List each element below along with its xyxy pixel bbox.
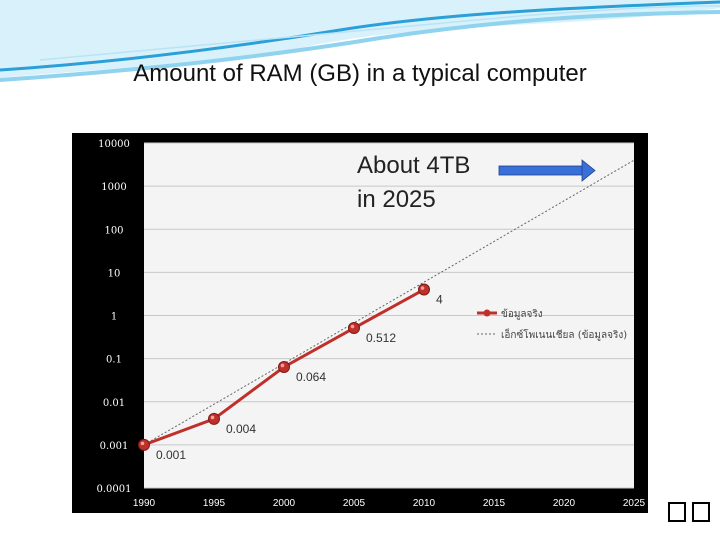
x-tick-labels: 1990 1995 2000 2005 2010 2015 2020 2025 [133, 498, 646, 509]
y-tick-labels: 10000 1000 100 10 1 0.1 0.01 0.001 0.0001 [97, 139, 132, 495]
annotation-group: About 4TB in 2025 [357, 152, 596, 213]
trend-line [143, 159, 635, 446]
y-tick-label: 100 [104, 225, 123, 236]
data-label: 4 [436, 293, 443, 307]
series-actual-point-highlight [420, 286, 425, 290]
x-tick-label: 2005 [343, 498, 366, 509]
header-wave-light [0, 10, 720, 82]
slide-header-waves [0, 0, 720, 82]
y-tick-label: 10000 [98, 139, 130, 150]
y-tick-label: 10 [108, 268, 121, 279]
slide-title: Amount of RAM (GB) in a typical computer [133, 60, 587, 87]
y-tick-label: 0.001 [100, 441, 129, 452]
y-tick-label: 0.01 [103, 398, 125, 409]
footer-glyph-box-2 [692, 502, 710, 522]
annotation-arrow-shaft [498, 165, 588, 176]
data-label: 0.512 [366, 331, 396, 345]
data-label: 0.064 [296, 370, 326, 384]
x-tick-label: 2010 [413, 498, 436, 509]
y-tick-label: 0.0001 [97, 484, 132, 495]
annotation-text-line: About 4TB [357, 152, 470, 179]
chart-legend: ข้อมูลจริงเอ็กซ์โพเนนเชียล (ข้อมูลจริง) [477, 308, 627, 341]
legend-marker-actual [483, 309, 491, 317]
series-actual-point [138, 438, 150, 451]
series-actual-point-highlight [140, 441, 145, 446]
footer-glyphs [668, 502, 710, 522]
annotation-arrow-head [581, 159, 596, 182]
data-labels: 0.001 0.004 0.064 0.512 4 [156, 293, 443, 462]
actual-series-group [138, 283, 430, 451]
grid-lines [144, 142, 634, 489]
series-actual-point [418, 283, 430, 296]
x-tick-label: 1990 [133, 498, 156, 509]
x-tick-label: 1995 [203, 498, 226, 509]
y-tick-label: 0.1 [106, 355, 122, 366]
x-tick-label: 2025 [623, 498, 646, 509]
series-actual-point-highlight [210, 415, 215, 420]
y-tick-label: 1000 [101, 182, 126, 193]
series-actual-point [348, 322, 360, 335]
x-tick-label: 2015 [483, 498, 506, 509]
series-actual-point [208, 412, 220, 425]
trend-line-group [143, 159, 635, 446]
legend-label-actual: ข้อมูลจริง [501, 308, 543, 320]
x-tick-label: 2020 [553, 498, 576, 509]
header-wave-thin [39, 5, 720, 61]
y-tick-label: 1 [111, 312, 117, 323]
footer-glyph-box-1 [668, 502, 686, 522]
series-actual-point [278, 360, 290, 373]
series-actual-point-highlight [350, 324, 355, 329]
series-actual-point-highlight [280, 363, 285, 368]
legend-label-trend: เอ็กซ์โพเนนเชียล (ข้อมูลจริง) [501, 327, 627, 341]
x-tick-label: 2000 [273, 498, 296, 509]
data-label: 0.004 [226, 422, 256, 436]
data-label: 0.001 [156, 448, 186, 462]
annotation-text-line: in 2025 [357, 186, 436, 213]
header-wave-blue [0, 0, 720, 72]
